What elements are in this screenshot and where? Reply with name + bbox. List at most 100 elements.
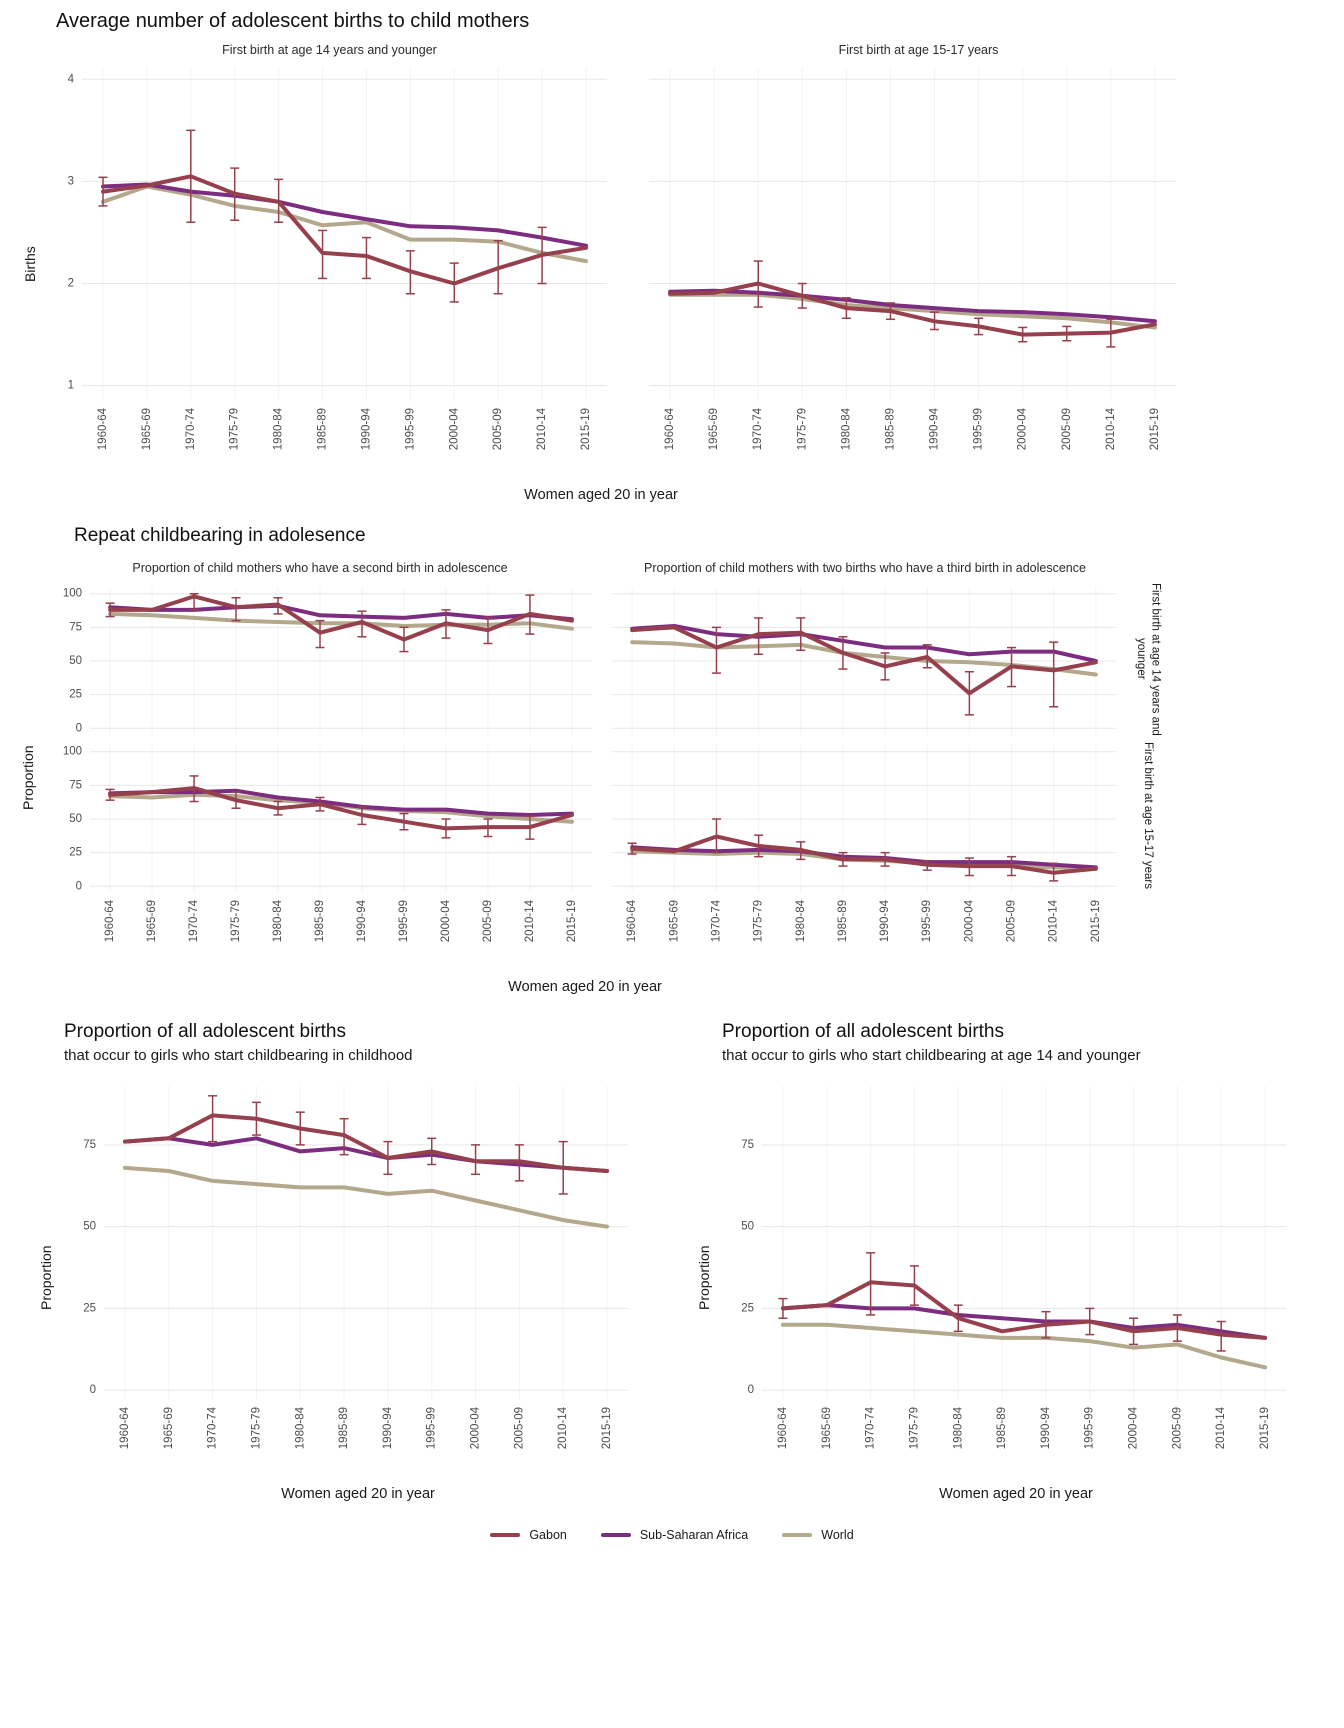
card-under14-body: Proportion 0 25 50 75 1960-64 1965-69 1970-74 1… — [692, 1072, 1316, 1484]
card-childhood: Proportion of all adolescent births that… — [34, 1021, 658, 1502]
svg-text:1975-79: 1975-79 — [908, 1407, 920, 1449]
card-childhood-title: Proportion of all adolescent births — [64, 1021, 346, 1042]
svg-text:2005-09: 2005-09 — [482, 900, 494, 942]
svg-text:1985-89: 1985-89 — [885, 408, 897, 450]
card-childhood-y-axis-title: Proportion — [38, 1245, 54, 1311]
svg-text:1960-64: 1960-64 — [97, 407, 109, 450]
svg-text:2000-04: 2000-04 — [448, 407, 460, 450]
svg-text:1990-94: 1990-94 — [361, 407, 373, 450]
card-under14-x-axis-title: Women aged 20 in year — [939, 1486, 1093, 1502]
svg-text:2005-09: 2005-09 — [513, 1407, 525, 1449]
svg-text:2010-14: 2010-14 — [557, 1406, 569, 1449]
svg-text:1975-79: 1975-79 — [796, 408, 808, 450]
s2-col-title-second-birth: Proportion of child mothers who have a s… — [132, 561, 508, 575]
svg-text:1: 1 — [68, 380, 74, 392]
svg-text:0: 0 — [90, 1384, 96, 1396]
svg-text:1970-74: 1970-74 — [711, 899, 723, 942]
chart-third-birth-15-17: 1960-64 1965-69 1970-74 1975-79 1980-84 1985-… — [612, 745, 1116, 942]
svg-text:2010-14: 2010-14 — [1215, 1406, 1227, 1449]
svg-text:1995-99: 1995-99 — [1084, 1407, 1096, 1449]
svg-text:1980-84: 1980-84 — [840, 407, 852, 450]
svg-text:2000-04: 2000-04 — [440, 899, 452, 942]
svg-text:25: 25 — [69, 847, 82, 859]
svg-text:1970-74: 1970-74 — [207, 1406, 219, 1449]
svg-text:1990-94: 1990-94 — [356, 899, 368, 942]
svg-text:1970-74: 1970-74 — [752, 407, 764, 450]
legend-item-world: World — [782, 1528, 854, 1542]
svg-text:2010-14: 2010-14 — [536, 407, 548, 450]
svg-text:75: 75 — [741, 1139, 754, 1151]
card-under14-y-axis-title: Proportion — [696, 1245, 712, 1311]
svg-text:2000-04: 2000-04 — [470, 1406, 482, 1449]
svg-text:0: 0 — [76, 880, 82, 892]
svg-text:1960-64: 1960-64 — [119, 1406, 131, 1449]
strip-under14: First birth at age 14 years and younger — [1130, 579, 1166, 739]
chart-births-15-17: 1960-64 1965-69 1970-74 1975-79 1980-84 1985-… — [649, 67, 1176, 450]
svg-text:75: 75 — [69, 621, 82, 633]
svg-text:1965-69: 1965-69 — [146, 900, 158, 942]
svg-text:1995-99: 1995-99 — [398, 900, 410, 942]
svg-text:1965-69: 1965-69 — [668, 900, 680, 942]
svg-text:25: 25 — [741, 1302, 754, 1314]
svg-text:2010-14: 2010-14 — [1105, 407, 1117, 450]
panel-births-under14: First birth at age 14 years and younger … — [42, 43, 617, 485]
s2-y-axis-title: Proportion — [20, 745, 36, 811]
svg-text:1985-89: 1985-89 — [338, 1407, 350, 1449]
svg-text:0: 0 — [748, 1384, 754, 1396]
svg-text:1980-84: 1980-84 — [294, 1406, 306, 1449]
svg-text:2000-04: 2000-04 — [1017, 407, 1029, 450]
section2-body: Proportion Proportion of child mothers w… — [16, 561, 1344, 995]
svg-text:25: 25 — [83, 1302, 96, 1314]
s2-facet-grid: Proportion of child mothers who have a s… — [40, 561, 1166, 995]
section-average-births: Average number of adolescent births to c… — [22, 10, 1344, 503]
svg-text:1960-64: 1960-64 — [104, 899, 116, 942]
legend-swatch-gabon — [490, 1532, 521, 1538]
card-under14-title: Proportion of all adolescent births — [722, 1021, 1004, 1042]
svg-text:2005-09: 2005-09 — [492, 408, 504, 450]
svg-text:1985-89: 1985-89 — [996, 1407, 1008, 1449]
s2-row-under14: 0 25 50 75 100 First birth at age 14 years a… — [40, 579, 1166, 739]
figure-page: Average number of adolescent births to c… — [0, 10, 1344, 1542]
chart-childhood-proportion: 0 25 50 75 1960-64 1965-69 1970-74 1975-79 1980-… — [83, 1086, 628, 1449]
svg-text:1995-99: 1995-99 — [426, 1407, 438, 1449]
card-under14: Proportion of all adolescent births that… — [692, 1021, 1316, 1502]
svg-text:2005-09: 2005-09 — [1171, 1407, 1183, 1449]
legend-item-gabon: Gabon — [490, 1528, 567, 1542]
svg-text:75: 75 — [69, 779, 82, 791]
card-childhood-body: Proportion 0 25 50 75 1960-64 1965-69 1970-74 1… — [34, 1072, 658, 1484]
legend: Gabon Sub-Saharan Africa World — [0, 1528, 1344, 1542]
section1-title: Average number of adolescent births to c… — [56, 10, 530, 32]
legend-label-gabon: Gabon — [529, 1528, 567, 1542]
svg-text:2005-09: 2005-09 — [1061, 408, 1073, 450]
svg-text:1985-89: 1985-89 — [837, 900, 849, 942]
svg-text:2000-04: 2000-04 — [963, 899, 975, 942]
svg-text:1960-64: 1960-64 — [777, 1406, 789, 1449]
svg-text:50: 50 — [741, 1221, 754, 1233]
svg-text:75: 75 — [83, 1139, 96, 1151]
svg-text:1965-69: 1965-69 — [163, 1407, 175, 1449]
svg-text:1990-94: 1990-94 — [1040, 1406, 1052, 1449]
svg-text:1985-89: 1985-89 — [314, 900, 326, 942]
strip-15-17: First birth at age 15-17 years — [1130, 739, 1166, 893]
svg-text:1990-94: 1990-94 — [879, 899, 891, 942]
svg-text:1990-94: 1990-94 — [382, 1406, 394, 1449]
s2-col-title-third-birth: Proportion of child mothers with two bir… — [644, 561, 1086, 575]
legend-swatch-sub-saharan-africa — [600, 1532, 631, 1538]
svg-text:2010-14: 2010-14 — [524, 899, 536, 942]
svg-text:0: 0 — [76, 722, 82, 734]
svg-text:50: 50 — [83, 1221, 96, 1233]
svg-text:1980-84: 1980-84 — [795, 899, 807, 942]
svg-text:1980-84: 1980-84 — [952, 1406, 964, 1449]
section-repeat-childbearing: Repeat childbearing in adolesence Propor… — [20, 525, 1344, 995]
svg-text:1995-99: 1995-99 — [973, 408, 985, 450]
svg-text:1975-79: 1975-79 — [250, 1407, 262, 1449]
svg-text:2015-19: 2015-19 — [1090, 900, 1102, 942]
chart-second-birth-15-17: 0 25 50 75 100 1960-64 1965-69 1970-74 1975-79 19… — [63, 745, 592, 942]
svg-text:1970-74: 1970-74 — [188, 899, 200, 942]
s2-column-titles: Proportion of child mothers who have a s… — [40, 561, 1166, 575]
svg-text:2015-19: 2015-19 — [1259, 1407, 1271, 1449]
chart-second-birth-under14: 0 25 50 75 100 — [63, 587, 592, 735]
svg-text:2015-19: 2015-19 — [580, 408, 592, 450]
svg-text:1995-99: 1995-99 — [921, 900, 933, 942]
svg-text:100: 100 — [63, 588, 82, 600]
